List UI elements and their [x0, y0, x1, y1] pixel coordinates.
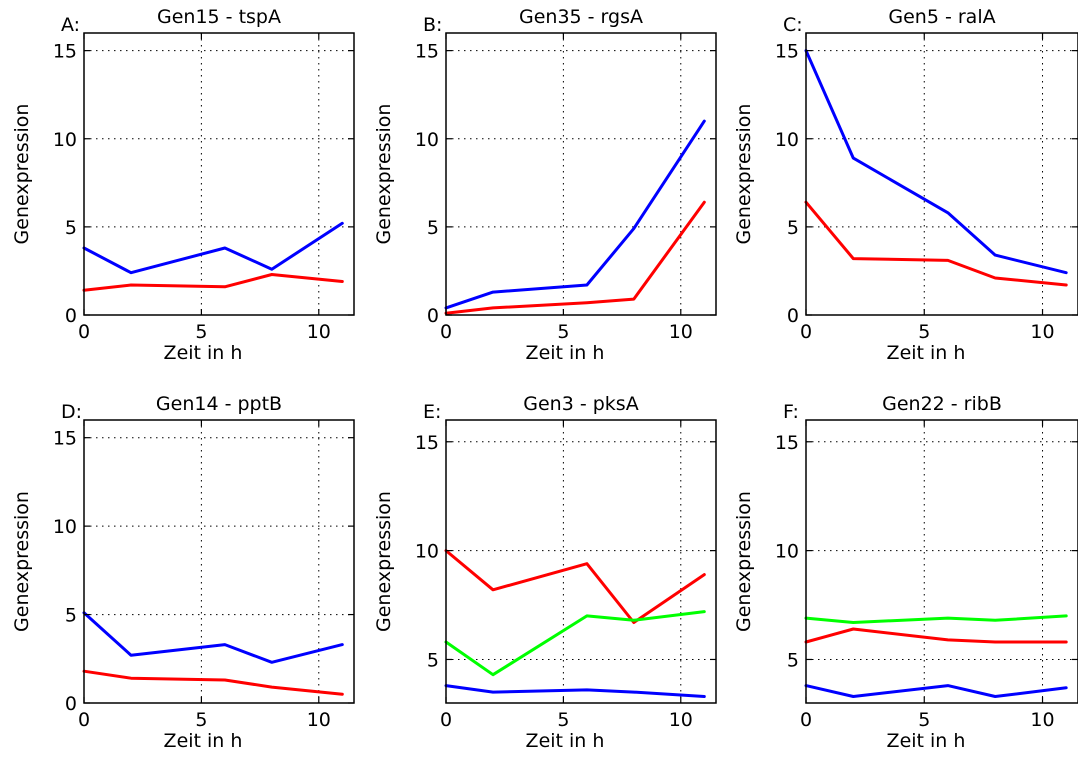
panel-1: 0 5 10 0 5 10 15 A: Gen15 - tspA Zeit in h Genexpr…	[11, 6, 355, 364]
series-line-1	[82, 221, 344, 275]
axes-frame	[445, 32, 717, 316]
y-axis-label: Genexpression	[733, 104, 755, 245]
x-tick-label: 0	[800, 321, 812, 343]
x-axis-label: Zeit in h	[526, 342, 605, 364]
chart-title: Gen22 - ribB	[882, 393, 1002, 415]
panel-label: B:	[423, 14, 442, 36]
x-tick-label: 10	[1030, 321, 1054, 343]
y-tick-label: 5	[427, 649, 439, 671]
y-tick-label: 10	[53, 129, 77, 151]
x-tick-label: 10	[307, 709, 331, 731]
series-line-1	[804, 614, 1068, 624]
panel-label: E:	[423, 401, 441, 423]
y-tick-label: 15	[53, 41, 77, 63]
chart-title: Gen15 - tspA	[157, 6, 281, 28]
y-tick-label: 0	[65, 305, 77, 327]
x-axis-label: Zeit in h	[164, 342, 243, 364]
y-tick-label: 0	[787, 305, 799, 327]
panel-2: 0 5 10 0 5 10 15 B: Gen35 - rgsA Zeit in h Genexpr…	[373, 6, 717, 364]
x-axis-label: Zeit in h	[887, 730, 966, 752]
x-tick-label: 0	[78, 709, 90, 731]
y-tick-label: 5	[65, 605, 77, 627]
y-tick-label: 10	[775, 129, 799, 151]
x-tick-label: 0	[440, 321, 452, 343]
panel-label: C:	[783, 14, 803, 36]
x-tick-label: 0	[78, 321, 90, 343]
x-tick-label: 5	[918, 709, 930, 731]
y-tick-label: 10	[415, 129, 439, 151]
y-tick-label: 10	[415, 541, 439, 563]
x-tick-label: 5	[195, 321, 207, 343]
y-axis-label: Genexpression	[11, 104, 33, 245]
series-line-1	[82, 611, 344, 664]
y-axis-label: Genexpression	[373, 491, 395, 632]
y-tick-label: 15	[775, 432, 799, 454]
x-axis-label: Zeit in h	[887, 342, 966, 364]
y-tick-label: 15	[415, 432, 439, 454]
panel-6: 0 5 10 5 10 15 F: Gen22 - ribB Zeit in h Genexpre…	[733, 393, 1078, 752]
y-tick-label: 5	[427, 217, 439, 239]
panel-label: D:	[61, 401, 82, 423]
axes-frame	[805, 32, 1078, 316]
series-line-2	[444, 610, 706, 677]
y-tick-label: 0	[65, 693, 77, 715]
y-tick-label: 0	[427, 305, 439, 327]
x-tick-label: 5	[195, 709, 207, 731]
series-line-2	[804, 627, 1068, 644]
y-tick-label: 5	[787, 217, 799, 239]
y-tick-label: 15	[53, 428, 77, 450]
panel-4: 0 5 10 0 5 10 15 D: Gen14 - pptB Zeit in h Genexpr…	[11, 393, 355, 752]
axes-frame	[445, 419, 717, 704]
x-tick-label: 5	[918, 321, 930, 343]
y-axis-label: Genexpression	[733, 491, 755, 632]
y-tick-label: 10	[53, 516, 77, 538]
x-axis-label: Zeit in h	[526, 730, 605, 752]
x-tick-label: 10	[307, 321, 331, 343]
chart-title: Gen14 - pptB	[156, 393, 282, 415]
axes-frame	[805, 419, 1078, 704]
axes-frame	[83, 419, 355, 704]
panel-label: A:	[61, 14, 80, 36]
series-line-2	[444, 200, 706, 315]
chart-title: Gen3 - pksA	[523, 393, 638, 415]
series-line-2	[82, 273, 344, 292]
series-line-3	[444, 684, 706, 698]
y-tick-label: 15	[775, 41, 799, 63]
x-tick-label: 10	[669, 709, 693, 731]
axes-frame	[83, 32, 355, 316]
series-line-1	[804, 49, 1068, 275]
y-axis-label: Genexpression	[11, 491, 33, 632]
series-line-1	[444, 119, 706, 310]
panel-label: F:	[783, 401, 799, 423]
series-line-3	[804, 684, 1068, 698]
y-tick-label: 5	[787, 649, 799, 671]
y-tick-label: 15	[415, 41, 439, 63]
y-tick-label: 5	[65, 217, 77, 239]
x-tick-label: 5	[557, 709, 569, 731]
series-line-2	[804, 200, 1068, 287]
x-axis-label: Zeit in h	[164, 730, 243, 752]
chart-title: Gen5 - ralA	[888, 6, 995, 28]
x-tick-label: 0	[440, 709, 452, 731]
panel-5: 0 5 10 5 10 15 E: Gen3 - pksA Zeit in h Genexpres…	[373, 393, 717, 752]
series-line-2	[82, 669, 344, 696]
x-tick-label: 10	[669, 321, 693, 343]
x-tick-label: 5	[557, 321, 569, 343]
y-axis-label: Genexpression	[373, 104, 395, 245]
series-line-1	[444, 549, 706, 624]
x-tick-label: 0	[800, 709, 812, 731]
panel-3: 0 5 10 0 5 10 15 C: Gen5 - ralA Zeit in h Genexpre…	[733, 6, 1078, 364]
chart-title: Gen35 - rgsA	[519, 6, 643, 28]
y-tick-label: 10	[775, 541, 799, 563]
x-tick-label: 10	[1030, 709, 1054, 731]
